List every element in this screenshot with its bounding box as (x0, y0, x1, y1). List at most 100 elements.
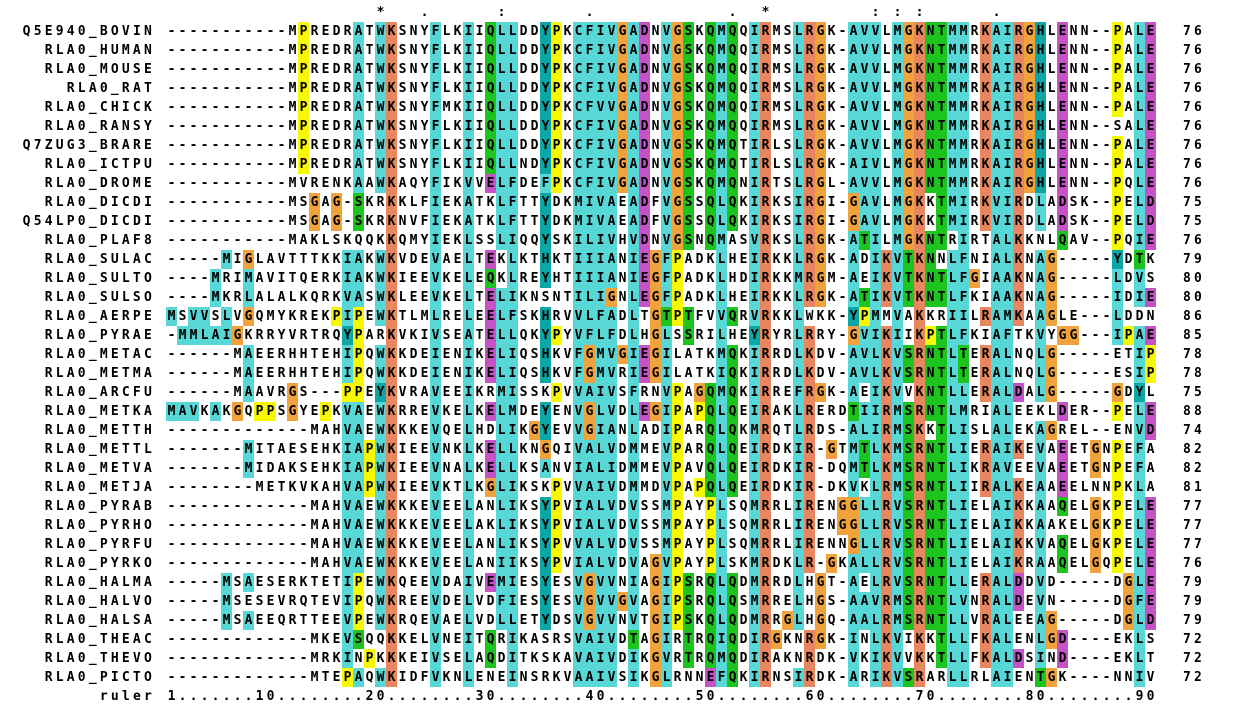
residue-cell[interactable]: S (903, 478, 914, 497)
residue-cell[interactable]: F (540, 174, 551, 193)
residue-cell[interactable]: K (475, 366, 484, 381)
residue-cell[interactable]: I (958, 497, 969, 516)
residue-cell[interactable]: P (551, 516, 562, 535)
residue-cell[interactable]: - (299, 632, 308, 647)
residue-cell[interactable]: Q (727, 402, 738, 421)
residue-cell[interactable]: A (210, 402, 221, 421)
sequence-name[interactable]: RLA0_PICTO (44, 670, 155, 685)
residue-cell[interactable]: E (1025, 594, 1034, 609)
residue-cell[interactable]: R (804, 288, 815, 307)
residue-cell[interactable]: I (595, 421, 606, 440)
residue-cell[interactable]: E (739, 480, 748, 495)
residue-cell[interactable]: - (277, 423, 286, 438)
residue-cell[interactable]: N (618, 290, 627, 305)
residue-cell[interactable]: - (233, 195, 242, 210)
residue-cell[interactable]: L (870, 573, 881, 592)
residue-cell[interactable]: V (430, 402, 441, 421)
residue-cell[interactable]: L (1047, 81, 1056, 96)
residue-cell[interactable]: M (749, 573, 760, 592)
residue-cell[interactable]: N (827, 518, 836, 533)
residue-cell[interactable]: V (661, 231, 672, 250)
residue-cell[interactable]: D (1124, 385, 1133, 400)
residue-cell[interactable]: - (167, 176, 176, 191)
residue-cell[interactable]: - (167, 385, 176, 400)
residue-cell[interactable]: R (760, 630, 771, 649)
residue-cell[interactable]: A (353, 516, 364, 535)
residue-cell[interactable]: T (936, 288, 947, 307)
residue-cell[interactable]: I (430, 212, 441, 231)
residue-cell[interactable]: - (1058, 613, 1067, 628)
residue-cell[interactable]: M (772, 100, 781, 115)
residue-cell[interactable]: T (628, 630, 639, 649)
residue-cell[interactable]: K (827, 651, 836, 666)
residue-cell[interactable]: R (772, 537, 781, 552)
residue-cell[interactable]: - (255, 651, 264, 666)
residue-cell[interactable]: V (606, 535, 617, 554)
residue-cell[interactable]: M (210, 288, 221, 307)
residue-cell[interactable]: - (1080, 594, 1089, 609)
residue-cell[interactable]: L (507, 269, 518, 288)
residue-cell[interactable]: - (1058, 594, 1067, 609)
residue-cell[interactable]: - (1091, 157, 1100, 172)
residue-cell[interactable]: G (848, 516, 859, 535)
residue-cell[interactable]: - (838, 195, 847, 210)
residue-cell[interactable]: I (1002, 98, 1013, 117)
residue-cell[interactable]: V (628, 554, 639, 573)
residue-cell[interactable]: R (804, 554, 815, 573)
residue-cell[interactable]: L (496, 193, 507, 212)
residue-cell[interactable]: Y (695, 556, 704, 571)
residue-cell[interactable]: F (1134, 440, 1145, 459)
residue-cell[interactable]: - (1102, 62, 1111, 77)
residue-cell[interactable]: D (332, 100, 341, 115)
residue-cell[interactable]: - (266, 100, 275, 115)
residue-cell[interactable]: T (936, 345, 947, 364)
residue-cell[interactable]: F (1134, 459, 1145, 478)
residue-cell[interactable]: - (1069, 670, 1078, 685)
residue-cell[interactable]: S (970, 423, 979, 438)
residue-cell[interactable]: - (266, 24, 275, 39)
residue-cell[interactable]: I (661, 611, 672, 630)
residue-cell[interactable]: K (222, 404, 231, 419)
residue-cell[interactable]: I (595, 41, 606, 60)
residue-cell[interactable]: V (991, 212, 1002, 231)
residue-cell[interactable]: G (617, 592, 628, 611)
residue-cell[interactable]: E (1069, 499, 1078, 514)
residue-cell[interactable]: T (936, 402, 947, 421)
residue-cell[interactable]: - (211, 442, 220, 457)
residue-cell[interactable]: Y (749, 326, 760, 345)
residue-cell[interactable]: L (496, 136, 507, 155)
residue-cell[interactable]: M (892, 98, 903, 117)
residue-cell[interactable]: I (958, 307, 969, 326)
residue-cell[interactable]: G (650, 307, 661, 326)
residue-cell[interactable]: M (958, 117, 969, 136)
residue-cell[interactable]: V (398, 385, 407, 400)
residue-cell[interactable]: E (244, 594, 253, 609)
residue-cell[interactable]: N (1025, 271, 1034, 286)
residue-cell[interactable]: E (485, 250, 496, 269)
residue-cell[interactable]: M (221, 250, 232, 269)
residue-cell[interactable]: - (838, 252, 847, 267)
residue-cell[interactable]: M (892, 478, 903, 497)
residue-cell[interactable]: V (827, 347, 836, 362)
residue-cell[interactable]: - (178, 480, 187, 495)
residue-cell[interactable]: G (694, 383, 705, 402)
residue-cell[interactable]: R (970, 43, 979, 58)
residue-cell[interactable]: D (618, 461, 627, 476)
residue-cell[interactable]: D (783, 575, 792, 590)
residue-cell[interactable]: K (497, 252, 506, 267)
residue-cell[interactable]: - (189, 100, 198, 115)
residue-cell[interactable]: - (222, 62, 231, 77)
residue-cell[interactable]: L (463, 231, 474, 250)
residue-cell[interactable]: G (617, 79, 628, 98)
residue-cell[interactable]: M (420, 309, 429, 324)
residue-cell[interactable]: - (167, 423, 176, 438)
residue-cell[interactable]: L (947, 535, 958, 554)
residue-cell[interactable]: - (838, 271, 847, 286)
residue-cell[interactable]: E (1145, 516, 1156, 535)
residue-cell[interactable]: Q (739, 518, 748, 533)
residue-cell[interactable]: - (244, 176, 253, 191)
residue-cell[interactable]: K (783, 309, 792, 324)
residue-cell[interactable]: N (1069, 62, 1078, 77)
residue-cell[interactable]: S (683, 573, 694, 592)
residue-cell[interactable]: I (1134, 364, 1145, 383)
